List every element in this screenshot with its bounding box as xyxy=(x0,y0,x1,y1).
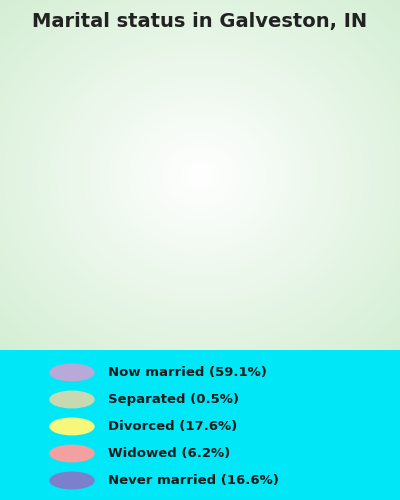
Circle shape xyxy=(50,364,94,381)
Text: Divorced (17.6%): Divorced (17.6%) xyxy=(108,420,237,433)
Text: Never married (16.6%): Never married (16.6%) xyxy=(108,474,279,487)
Circle shape xyxy=(50,391,94,408)
Wedge shape xyxy=(60,116,118,171)
Circle shape xyxy=(50,446,94,462)
Wedge shape xyxy=(196,35,200,84)
Text: City-Data.com: City-Data.com xyxy=(261,37,335,47)
Circle shape xyxy=(50,418,94,434)
Circle shape xyxy=(50,472,94,489)
Text: Now married (59.1%): Now married (59.1%) xyxy=(108,366,267,379)
Wedge shape xyxy=(60,169,151,292)
Wedge shape xyxy=(73,35,197,137)
Wedge shape xyxy=(124,35,340,315)
Text: Marital status in Galveston, IN: Marital status in Galveston, IN xyxy=(32,12,368,32)
Text: Separated (0.5%): Separated (0.5%) xyxy=(108,393,239,406)
Text: Widowed (6.2%): Widowed (6.2%) xyxy=(108,447,230,460)
